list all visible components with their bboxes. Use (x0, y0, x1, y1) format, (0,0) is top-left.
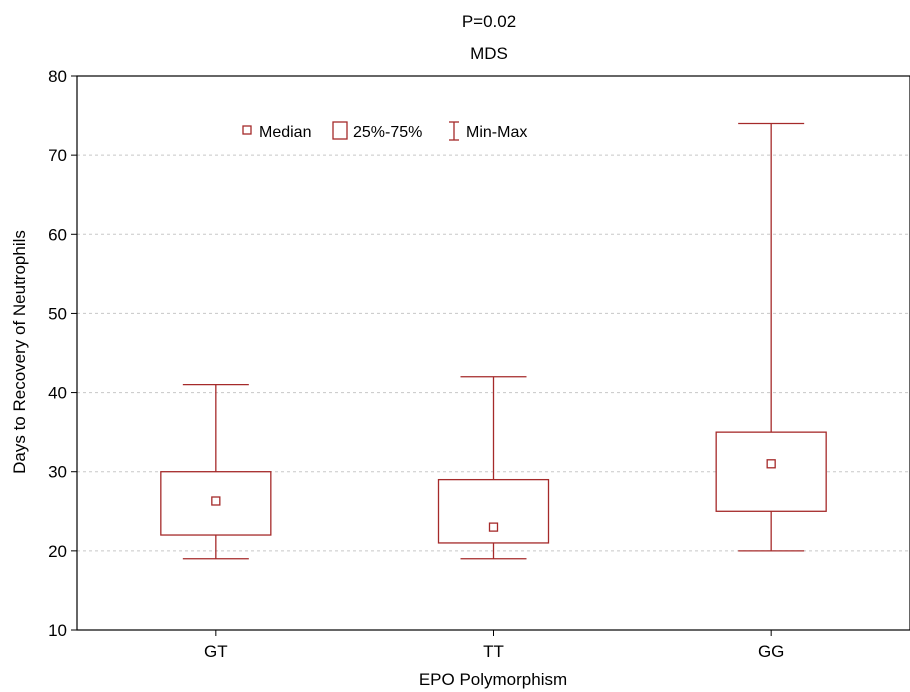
box-series (160, 122, 827, 560)
x-tick-label: TT (483, 642, 504, 661)
x-tick-label: GT (204, 642, 228, 661)
x-axis-label: EPO Polymorphism (419, 670, 567, 689)
box-tt (437, 376, 550, 560)
plot-frame (76, 75, 910, 631)
legend-median-marker (242, 125, 252, 135)
legend-box-marker (332, 121, 348, 140)
legend-whisker-label: Min-Max (466, 124, 527, 141)
y-tick-label: 80 (48, 67, 67, 86)
y-axis-ticks: 10 20 30 40 50 60 70 80 (48, 67, 77, 640)
y-tick-label: 10 (48, 621, 67, 640)
chart-title: P=0.02 (462, 12, 516, 31)
iqr-box (715, 431, 827, 512)
legend-median-label: Median (259, 124, 311, 141)
y-axis-label: Days to Recovery of Neutrophils (10, 230, 29, 474)
legend-box-label: 25%-75% (353, 124, 422, 141)
x-tick-label: GG (758, 642, 784, 661)
chart-subtitle: MDS (470, 44, 508, 63)
median-marker (488, 522, 499, 532)
median-marker (211, 496, 221, 506)
box-gt (160, 384, 272, 560)
legend: Median 25%-75% Min-Max (242, 121, 527, 141)
iqr-box (437, 478, 550, 544)
y-tick-label: 50 (48, 304, 67, 323)
y-tick-label: 20 (48, 542, 67, 561)
y-tick-label: 40 (48, 384, 67, 403)
legend-whisker-marker (449, 121, 459, 141)
median-marker (766, 459, 776, 469)
x-axis-ticks: GT TT GG (204, 630, 784, 661)
box-gg (715, 122, 827, 552)
y-tick-label: 70 (48, 146, 67, 165)
y-tick-label: 60 (48, 225, 67, 244)
y-tick-label: 30 (48, 463, 67, 482)
